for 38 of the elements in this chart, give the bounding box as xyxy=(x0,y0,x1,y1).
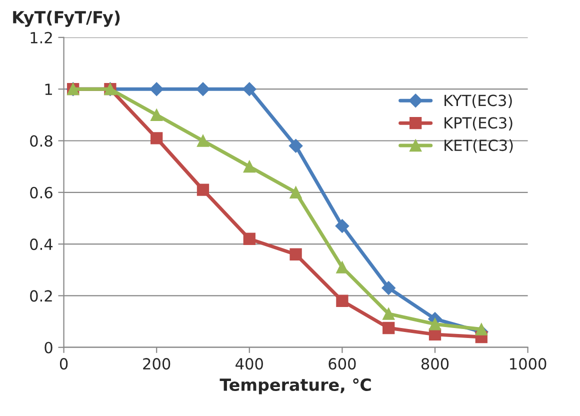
point xyxy=(196,82,210,96)
point xyxy=(475,323,488,336)
point xyxy=(196,134,210,147)
x-tick-label: 800 xyxy=(421,358,449,370)
legend-label: KET(EC3) xyxy=(444,139,513,153)
y-tick-label: 0.6 xyxy=(30,186,52,198)
point xyxy=(335,219,350,233)
x-tick-label: 1000 xyxy=(510,358,546,370)
point xyxy=(290,186,302,198)
y-tick-label: 1 xyxy=(45,84,52,95)
point xyxy=(243,160,256,173)
point xyxy=(336,294,348,307)
point xyxy=(150,108,163,121)
point xyxy=(428,318,442,330)
point xyxy=(290,248,302,260)
x-tick-label: 200 xyxy=(143,358,170,370)
point xyxy=(336,261,348,274)
y-tick-label: 0 xyxy=(44,342,52,354)
point xyxy=(382,281,396,295)
point xyxy=(243,232,256,245)
y-tick-label: 0.8 xyxy=(30,135,52,147)
point xyxy=(382,322,395,334)
x-tick-label: 600 xyxy=(328,358,356,370)
point xyxy=(288,139,303,153)
point xyxy=(196,184,210,196)
x-axis-title: Temperature, ℃ xyxy=(220,378,371,394)
legend-label: KYT(EC3) xyxy=(444,94,512,108)
x-tick-label: 400 xyxy=(236,358,263,370)
y-tick-label: 1.2 xyxy=(30,32,52,44)
y-tick-label: 0.4 xyxy=(30,238,53,250)
point xyxy=(242,82,256,96)
point xyxy=(382,308,395,320)
y-axis-title: KyT(FyT/Fy) xyxy=(13,10,120,27)
legend-label: KPT(EC3) xyxy=(444,116,512,130)
y-tick-label: 0.2 xyxy=(30,290,52,302)
point xyxy=(150,132,163,144)
point xyxy=(150,82,164,96)
x-tick-label: 0 xyxy=(60,358,68,370)
